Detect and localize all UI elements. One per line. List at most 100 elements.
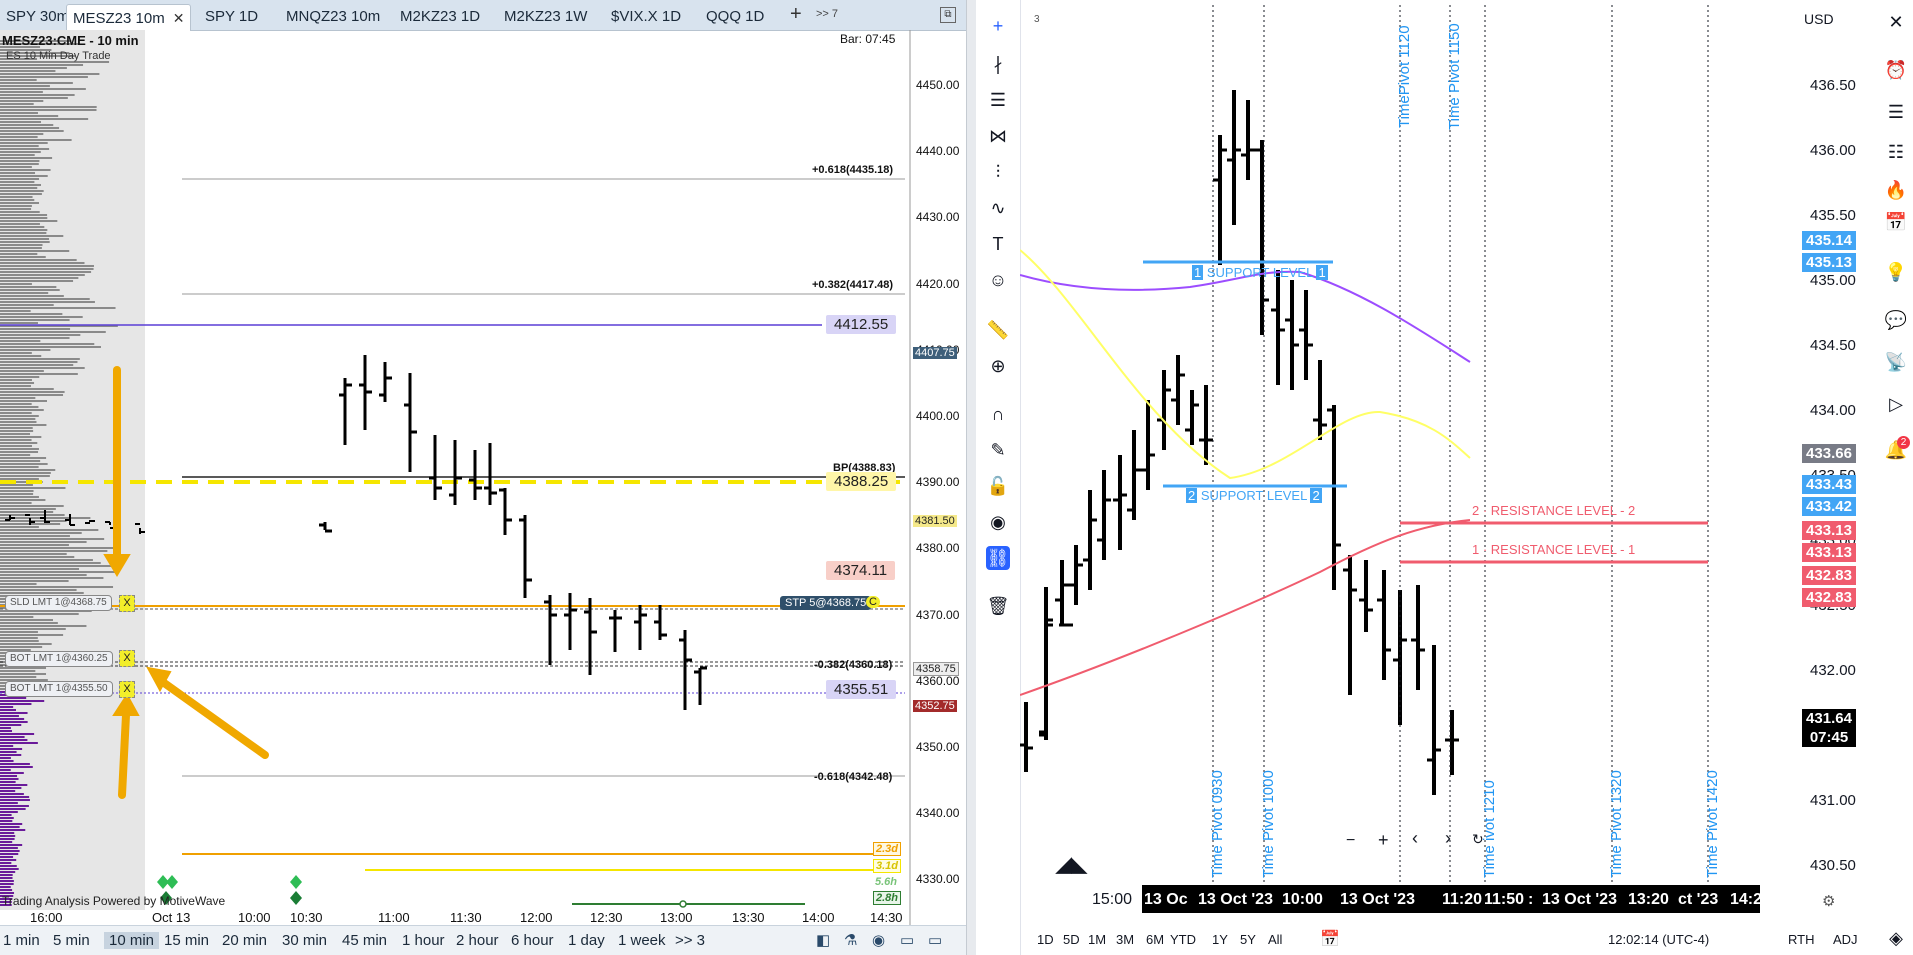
study-icon[interactable]: ⚗	[844, 932, 858, 949]
idea-icon[interactable]: 💡	[1884, 262, 1908, 282]
add-tab-button[interactable]: +	[790, 3, 802, 25]
sell-limit-order[interactable]: SLD LMT 1@4368.75	[5, 595, 112, 611]
tab-mesz23-10m[interactable]: MESZ23 10m ✕	[66, 4, 192, 31]
zoom-in-button[interactable]: +	[1378, 830, 1389, 850]
timeframe-2hour[interactable]: 2 hour	[456, 932, 499, 949]
forecast-icon[interactable]: ⫶	[995, 162, 1001, 182]
tab-mnqz23-10m[interactable]: MNQZ23 10m	[286, 8, 381, 25]
range-1D[interactable]: 1D	[1037, 932, 1054, 947]
alarm-icon[interactable]: ⏰	[1884, 60, 1908, 80]
close-icon[interactable]: ✕	[172, 10, 185, 26]
calendar-icon[interactable]: 📅	[1884, 212, 1908, 232]
timeframe-30min[interactable]: 30 min	[282, 932, 328, 949]
tab-spy-1d[interactable]: SPY 1D	[205, 8, 259, 25]
cancel-order-button[interactable]: X	[119, 650, 135, 667]
timeframe-6hour[interactable]: 6 hour	[511, 932, 554, 949]
range-3M[interactable]: 3M	[1116, 932, 1135, 947]
lock-icon[interactable]: 🔓	[986, 476, 1010, 496]
timeframe-5min[interactable]: 5 min	[53, 932, 90, 949]
timeframe-20min[interactable]: 20 min	[222, 932, 268, 949]
clock[interactable]: 12:02:14 (UTC-4)	[1608, 932, 1710, 947]
watchlist-icon[interactable]: ☰	[1887, 102, 1905, 122]
settings-icon[interactable]: ⚙	[1822, 893, 1836, 910]
close-icon[interactable]: ✕	[1888, 12, 1904, 32]
timeframe-1min[interactable]: 1 min	[3, 932, 40, 949]
timeframe-3[interactable]: >> 3	[675, 932, 706, 949]
resistance-level-2[interactable]: 2 · RESISTANCE LEVEL - 2	[1472, 503, 1636, 518]
timeframe-1day[interactable]: 1 day	[568, 932, 605, 949]
price-marker: 4381.50	[913, 515, 957, 527]
price-box-red: 4374.11	[826, 561, 896, 580]
tab-qqq-1d[interactable]: QQQ 1D	[706, 8, 765, 25]
price-chart-right[interactable]	[1020, 0, 1913, 955]
series-count[interactable]: 3	[1034, 14, 1040, 25]
support-level-1[interactable]: 1 SUPPORT LEVEL 1	[1192, 265, 1328, 280]
tab-m2kz23-1w[interactable]: M2KZ23 1W	[504, 8, 588, 25]
timeframe-10min[interactable]: 10 min	[104, 932, 160, 949]
price-chart-left[interactable]	[0, 30, 966, 925]
range-All[interactable]: All	[1268, 932, 1283, 947]
crosshair-icon[interactable]: +	[992, 16, 1004, 36]
stop-order[interactable]: STP 5@4368.75	[780, 596, 872, 610]
cancel-order-button[interactable]: X	[119, 681, 135, 698]
range-1M[interactable]: 1M	[1088, 932, 1107, 947]
toggle-icon[interactable]: ▭	[900, 932, 915, 949]
stop-close-button[interactable]: C	[866, 596, 880, 608]
play-icon[interactable]: ▷	[1889, 394, 1903, 414]
fib-label: +0.382(4417.48)	[812, 279, 894, 291]
timeframe-1week[interactable]: 1 week	[618, 932, 666, 949]
emoji-icon[interactable]: ☺	[988, 270, 1008, 290]
session-toggle[interactable]: RTH	[1788, 932, 1815, 947]
support-level-2[interactable]: 2 SUPPORT LEVEL 2	[1186, 488, 1322, 503]
adjust-toggle[interactable]: ADJ	[1833, 932, 1858, 947]
drawing-toolbar: + ∤ ☰ ⋈ ⫶ ∿ T ☺ 📏 ⊕ ∩ ✎ 🔓 ◉ ⛓ 🗑	[976, 0, 1021, 955]
zoom-icon[interactable]: ⊕	[990, 356, 1006, 376]
tab-m2kz23-1d[interactable]: M2KZ23 1D	[400, 8, 481, 25]
timeframe-1hour[interactable]: 1 hour	[402, 932, 445, 949]
range-YTD[interactable]: YTD	[1170, 932, 1196, 947]
price-tag: 433.13	[1802, 543, 1856, 562]
layout-icon[interactable]: ◧	[816, 932, 831, 949]
signal-icon[interactable]: 📡	[1884, 352, 1908, 372]
range-6M[interactable]: 6M	[1146, 932, 1165, 947]
tab-vix-1d[interactable]: $VIX.X 1D	[611, 8, 682, 25]
pattern-icon[interactable]: ⋈	[989, 126, 1007, 146]
range-1Y[interactable]: 1Y	[1212, 932, 1228, 947]
lock-drawing-icon[interactable]: ✎	[990, 440, 1006, 460]
magnet-icon[interactable]: ∩	[991, 404, 1005, 424]
cancel-order-button[interactable]: X	[119, 595, 135, 612]
fire-icon[interactable]: 🔥	[1884, 180, 1908, 200]
visibility-icon[interactable]: ◉	[990, 512, 1006, 532]
fib-tool-icon[interactable]: ☰	[989, 90, 1007, 110]
toggle-icon[interactable]: ▭	[928, 932, 943, 949]
trash-icon[interactable]: 🗑	[986, 596, 1010, 616]
calendar-icon[interactable]: 📅	[1320, 931, 1340, 948]
view-icon[interactable]: ◉	[872, 932, 886, 949]
chat-icon[interactable]: 💬	[1884, 310, 1908, 330]
more-tabs-button[interactable]: >> 7	[816, 8, 839, 20]
scroll-left-button[interactable]: ‹	[1412, 828, 1418, 848]
scroll-right-button[interactable]: ›	[1445, 828, 1451, 848]
zoom-out-button[interactable]: −	[1346, 832, 1356, 849]
layers-icon[interactable]: ◈	[1889, 928, 1903, 948]
trend-line-icon[interactable]: ∤	[993, 54, 1003, 74]
hotlist-icon[interactable]: ☷	[1887, 142, 1905, 162]
timeframe-15min[interactable]: 15 min	[164, 932, 210, 949]
range-5Y[interactable]: 5Y	[1240, 932, 1256, 947]
text-icon[interactable]: T	[992, 234, 1004, 254]
range-5D[interactable]: 5D	[1063, 932, 1080, 947]
resistance-level-1[interactable]: 1 · RESISTANCE LEVEL - 1	[1472, 542, 1636, 557]
price-box-yellow: 4388.25	[826, 472, 897, 491]
brush-icon[interactable]: ∿	[990, 198, 1006, 218]
maximize-icon[interactable]: ⧉	[940, 7, 956, 23]
buy-limit-order[interactable]: BOT LMT 1@4360.25	[5, 651, 113, 667]
time-pivot-label: Time Pivot 1320	[1608, 770, 1625, 878]
link-icon[interactable]: ⛓	[986, 546, 1010, 570]
ruler-icon[interactable]: 📏	[986, 320, 1010, 340]
tab-spy-30m[interactable]: SPY 30m	[6, 8, 70, 25]
reset-chart-button[interactable]: ↻	[1472, 831, 1484, 847]
currency-selector[interactable]: USD	[1804, 11, 1834, 27]
wave-label: 2.3d	[873, 842, 902, 856]
buy-limit-order[interactable]: BOT LMT 1@4355.50	[5, 681, 113, 697]
timeframe-45min[interactable]: 45 min	[342, 932, 388, 949]
